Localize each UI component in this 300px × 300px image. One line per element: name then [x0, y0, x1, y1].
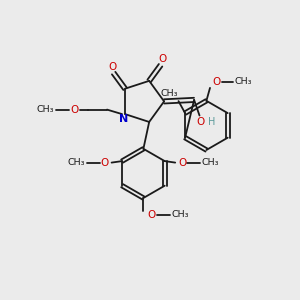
Text: N: N: [119, 115, 128, 124]
Text: O: O: [158, 54, 166, 64]
Text: CH₃: CH₃: [160, 89, 178, 98]
Text: CH₃: CH₃: [68, 158, 85, 167]
Text: O: O: [178, 158, 186, 168]
Text: O: O: [108, 61, 116, 71]
Text: O: O: [100, 158, 109, 168]
Text: CH₃: CH₃: [235, 77, 252, 86]
Text: O: O: [197, 117, 205, 127]
Text: CH₃: CH₃: [36, 105, 54, 114]
Text: CH₃: CH₃: [202, 158, 219, 167]
Text: H: H: [208, 117, 216, 127]
Text: O: O: [148, 209, 156, 220]
Text: O: O: [212, 77, 221, 87]
Text: O: O: [71, 105, 79, 115]
Text: CH₃: CH₃: [171, 210, 189, 219]
